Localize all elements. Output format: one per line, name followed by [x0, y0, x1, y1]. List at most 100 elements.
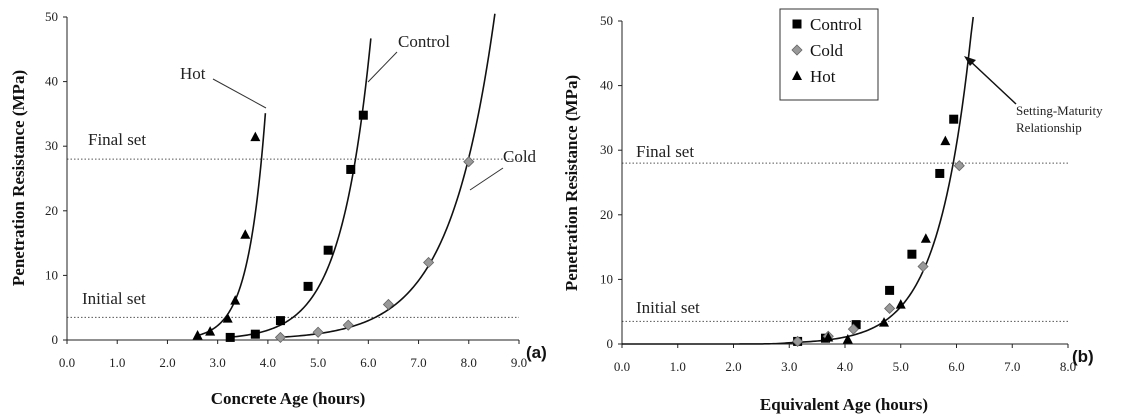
panel-b: 0.0 1.0 2.0 3.0 4.0 5.0 6.0 7.0 8.0 0 10 20 30 40 50 F…	[562, 8, 1103, 414]
y-tick-label: 30	[45, 138, 58, 153]
hot-point	[895, 299, 906, 309]
hot-annotation: Hot	[180, 64, 206, 83]
y-tick-label: 20	[600, 207, 613, 222]
cold-point	[274, 331, 287, 343]
x-tick-label: 2.0	[159, 355, 175, 370]
panel-a-curves	[197, 13, 496, 339]
x-tick-label: 6.0	[948, 359, 964, 374]
x-tick-label: 0.0	[614, 359, 630, 374]
cold-point	[312, 326, 324, 338]
panel-a: 0.0 1.0 2.0 3.0 4.0 5.0 6.0 7.0 8.0 9.0 0 10 20 30 40 5…	[9, 9, 547, 408]
panel-a-ticks: 0.0 1.0 2.0 3.0 4.0 5.0 6.0 7.0 8.0 9.0 0 10 20 30 40 5…	[45, 9, 527, 370]
panel-a-points	[192, 110, 475, 343]
hot-point	[230, 295, 241, 305]
y-tick-label: 10	[45, 267, 58, 282]
y-axis-title-a: Penetration Resistance (MPa)	[9, 70, 28, 286]
initial-set-label-a: Initial set	[82, 289, 146, 308]
hot-point	[842, 333, 853, 344]
hot-point	[250, 131, 261, 142]
setting-maturity-arrow	[964, 56, 1017, 105]
cold-point	[792, 335, 804, 347]
y-tick-label: 50	[600, 13, 613, 28]
panel-b-reference-lines	[622, 162, 1068, 322]
legend-cold-marker	[791, 44, 803, 56]
cold-point	[463, 156, 475, 168]
initial-set-label-b: Initial set	[636, 298, 700, 317]
final-set-label-b: Final set	[636, 142, 694, 161]
legend-control-marker	[792, 19, 802, 29]
setting-maturity-label-line2: Relationship	[1016, 120, 1082, 135]
control-point	[225, 332, 235, 342]
y-tick-label: 50	[45, 9, 58, 24]
legend: Control Cold Hot	[779, 8, 879, 101]
x-tick-label: 2.0	[725, 359, 741, 374]
x-tick-label: 9.0	[511, 355, 527, 370]
control-curve	[227, 38, 372, 339]
y-tick-label: 30	[600, 142, 613, 157]
x-tick-label: 3.0	[210, 355, 226, 370]
control-point	[885, 285, 895, 295]
control-point	[935, 168, 945, 178]
x-tick-label: 1.0	[109, 355, 125, 370]
hot-point	[920, 233, 931, 243]
control-point	[851, 320, 861, 330]
control-point	[346, 164, 356, 174]
control-point	[907, 249, 917, 259]
hot-leader-line	[212, 78, 267, 109]
cold-point	[917, 260, 929, 273]
x-tick-label: 5.0	[893, 359, 909, 374]
control-point	[358, 110, 368, 120]
x-tick-label: 6.0	[360, 355, 376, 370]
x-tick-label: 1.0	[670, 359, 686, 374]
cold-point	[847, 323, 859, 335]
x-axis-title-a: Concrete Age (hours)	[211, 389, 366, 408]
panel-b-points	[792, 114, 965, 347]
y-tick-label: 20	[45, 203, 58, 218]
x-tick-label: 7.0	[1004, 359, 1020, 374]
x-tick-label: 8.0	[1060, 359, 1076, 374]
cold-point	[953, 160, 965, 172]
x-tick-label: 4.0	[837, 359, 853, 374]
panel-a-axes	[66, 17, 519, 341]
legend-hot-label: Hot	[810, 67, 836, 86]
cold-point	[423, 256, 435, 269]
panel-a-label: (a)	[526, 343, 547, 362]
hot-curve	[197, 113, 267, 337]
hot-point	[240, 229, 251, 239]
y-axis-title-b: Penetration Resistance (MPa)	[562, 75, 581, 291]
control-point	[303, 281, 313, 291]
control-point	[275, 316, 285, 326]
cold-curve	[277, 13, 496, 339]
hot-point	[222, 313, 233, 323]
x-tick-label: 7.0	[410, 355, 426, 370]
cold-point	[884, 302, 896, 315]
cold-point	[382, 298, 394, 311]
cold-annotation: Cold	[503, 147, 537, 166]
x-tick-label: 4.0	[260, 355, 276, 370]
legend-control-label: Control	[810, 15, 862, 34]
final-set-label-a: Final set	[88, 130, 146, 149]
y-tick-label: 0	[607, 336, 614, 351]
hot-point	[192, 329, 203, 340]
hot-point	[205, 326, 216, 336]
y-tick-label: 0	[52, 332, 59, 347]
legend-hot-marker	[792, 70, 802, 80]
hot-point	[940, 135, 951, 146]
legend-cold-label: Cold	[810, 41, 844, 60]
x-axis-title-b: Equivalent Age (hours)	[760, 395, 928, 414]
x-tick-label: 8.0	[461, 355, 477, 370]
panel-b-label: (b)	[1072, 347, 1094, 366]
cold-point	[342, 319, 354, 331]
control-annotation: Control	[398, 32, 450, 51]
y-tick-label: 40	[45, 74, 58, 89]
cold-leader-line	[469, 167, 504, 191]
control-leader-line	[367, 51, 398, 83]
panel-b-ticks: 0.0 1.0 2.0 3.0 4.0 5.0 6.0 7.0 8.0 0 10 20 30 40 50	[600, 13, 1076, 374]
control-point	[250, 329, 260, 339]
y-tick-label: 40	[600, 78, 613, 93]
x-tick-label: 3.0	[781, 359, 797, 374]
hot-point	[823, 332, 834, 342]
control-point	[949, 114, 959, 124]
y-tick-label: 10	[600, 271, 613, 286]
